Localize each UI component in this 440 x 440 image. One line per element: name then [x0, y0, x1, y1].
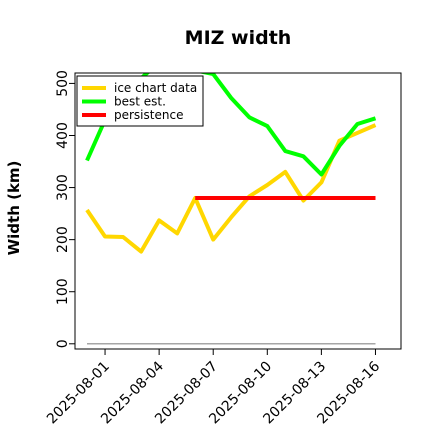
- legend-label-best-est-: best est.: [114, 95, 166, 109]
- plot-frame: [74, 72, 402, 350]
- y-tick-label: 0: [55, 339, 71, 348]
- chart-title: MIZ width: [185, 27, 292, 49]
- y-tick-label: 200: [55, 226, 71, 253]
- series-line-ice-chart-data: [85, 123, 377, 254]
- y-axis-label: Width (km): [5, 161, 23, 256]
- y-tick-label: 400: [55, 122, 71, 149]
- y-tick-label: 500: [55, 70, 71, 97]
- legend-label-ice-chart-data: ice chart data: [114, 81, 197, 95]
- y-tick-label: 300: [55, 174, 71, 201]
- legend-label-persistence: persistence: [114, 108, 183, 122]
- y-tick-label: 100: [55, 278, 71, 305]
